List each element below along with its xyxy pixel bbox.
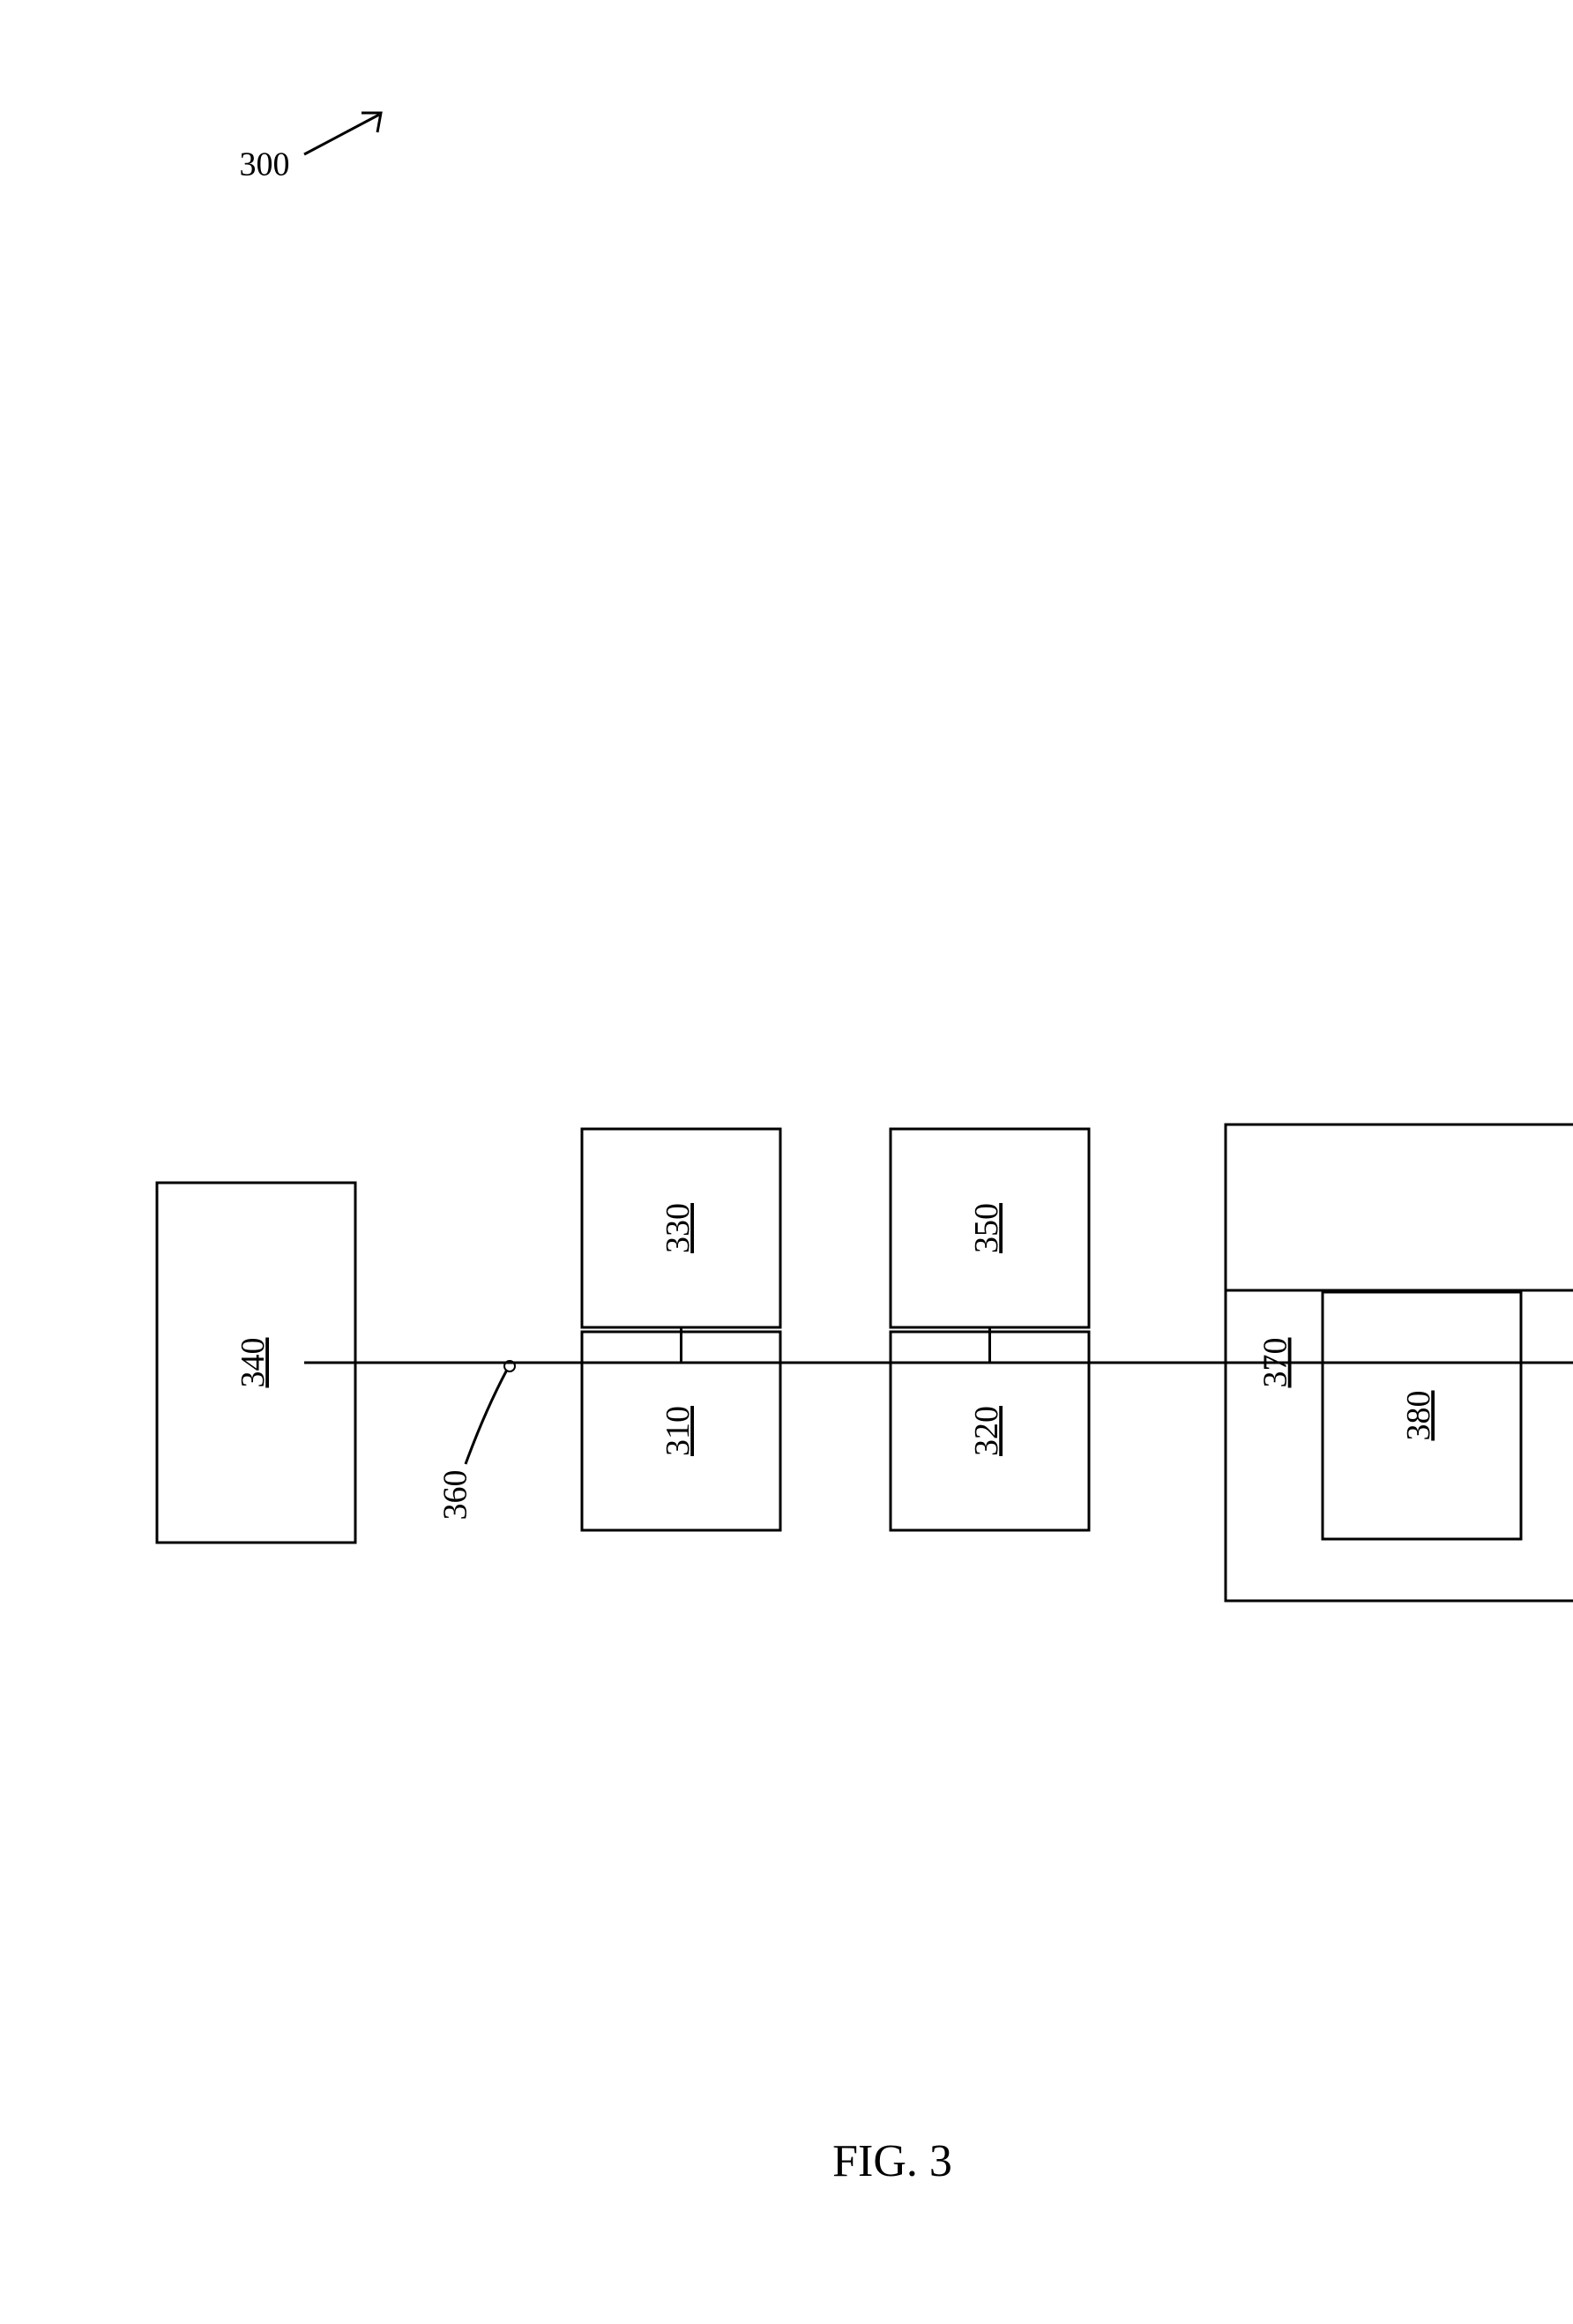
figure-ref-arrow-shaft	[304, 115, 379, 154]
block-label-380: 380	[1400, 1391, 1437, 1441]
figure-caption: FIG. 3	[832, 2136, 952, 2186]
block-label-330: 330	[660, 1203, 697, 1253]
block-label-340: 340	[235, 1338, 272, 1388]
figure-ref-label: 300	[240, 146, 290, 183]
bus-label: 360	[437, 1470, 474, 1521]
block-label-350: 350	[968, 1203, 1005, 1253]
block-label-310: 310	[660, 1406, 697, 1456]
block-label-370: 370	[1257, 1338, 1294, 1388]
block-label-320: 320	[968, 1406, 1005, 1456]
bus-label-leader	[466, 1370, 507, 1464]
